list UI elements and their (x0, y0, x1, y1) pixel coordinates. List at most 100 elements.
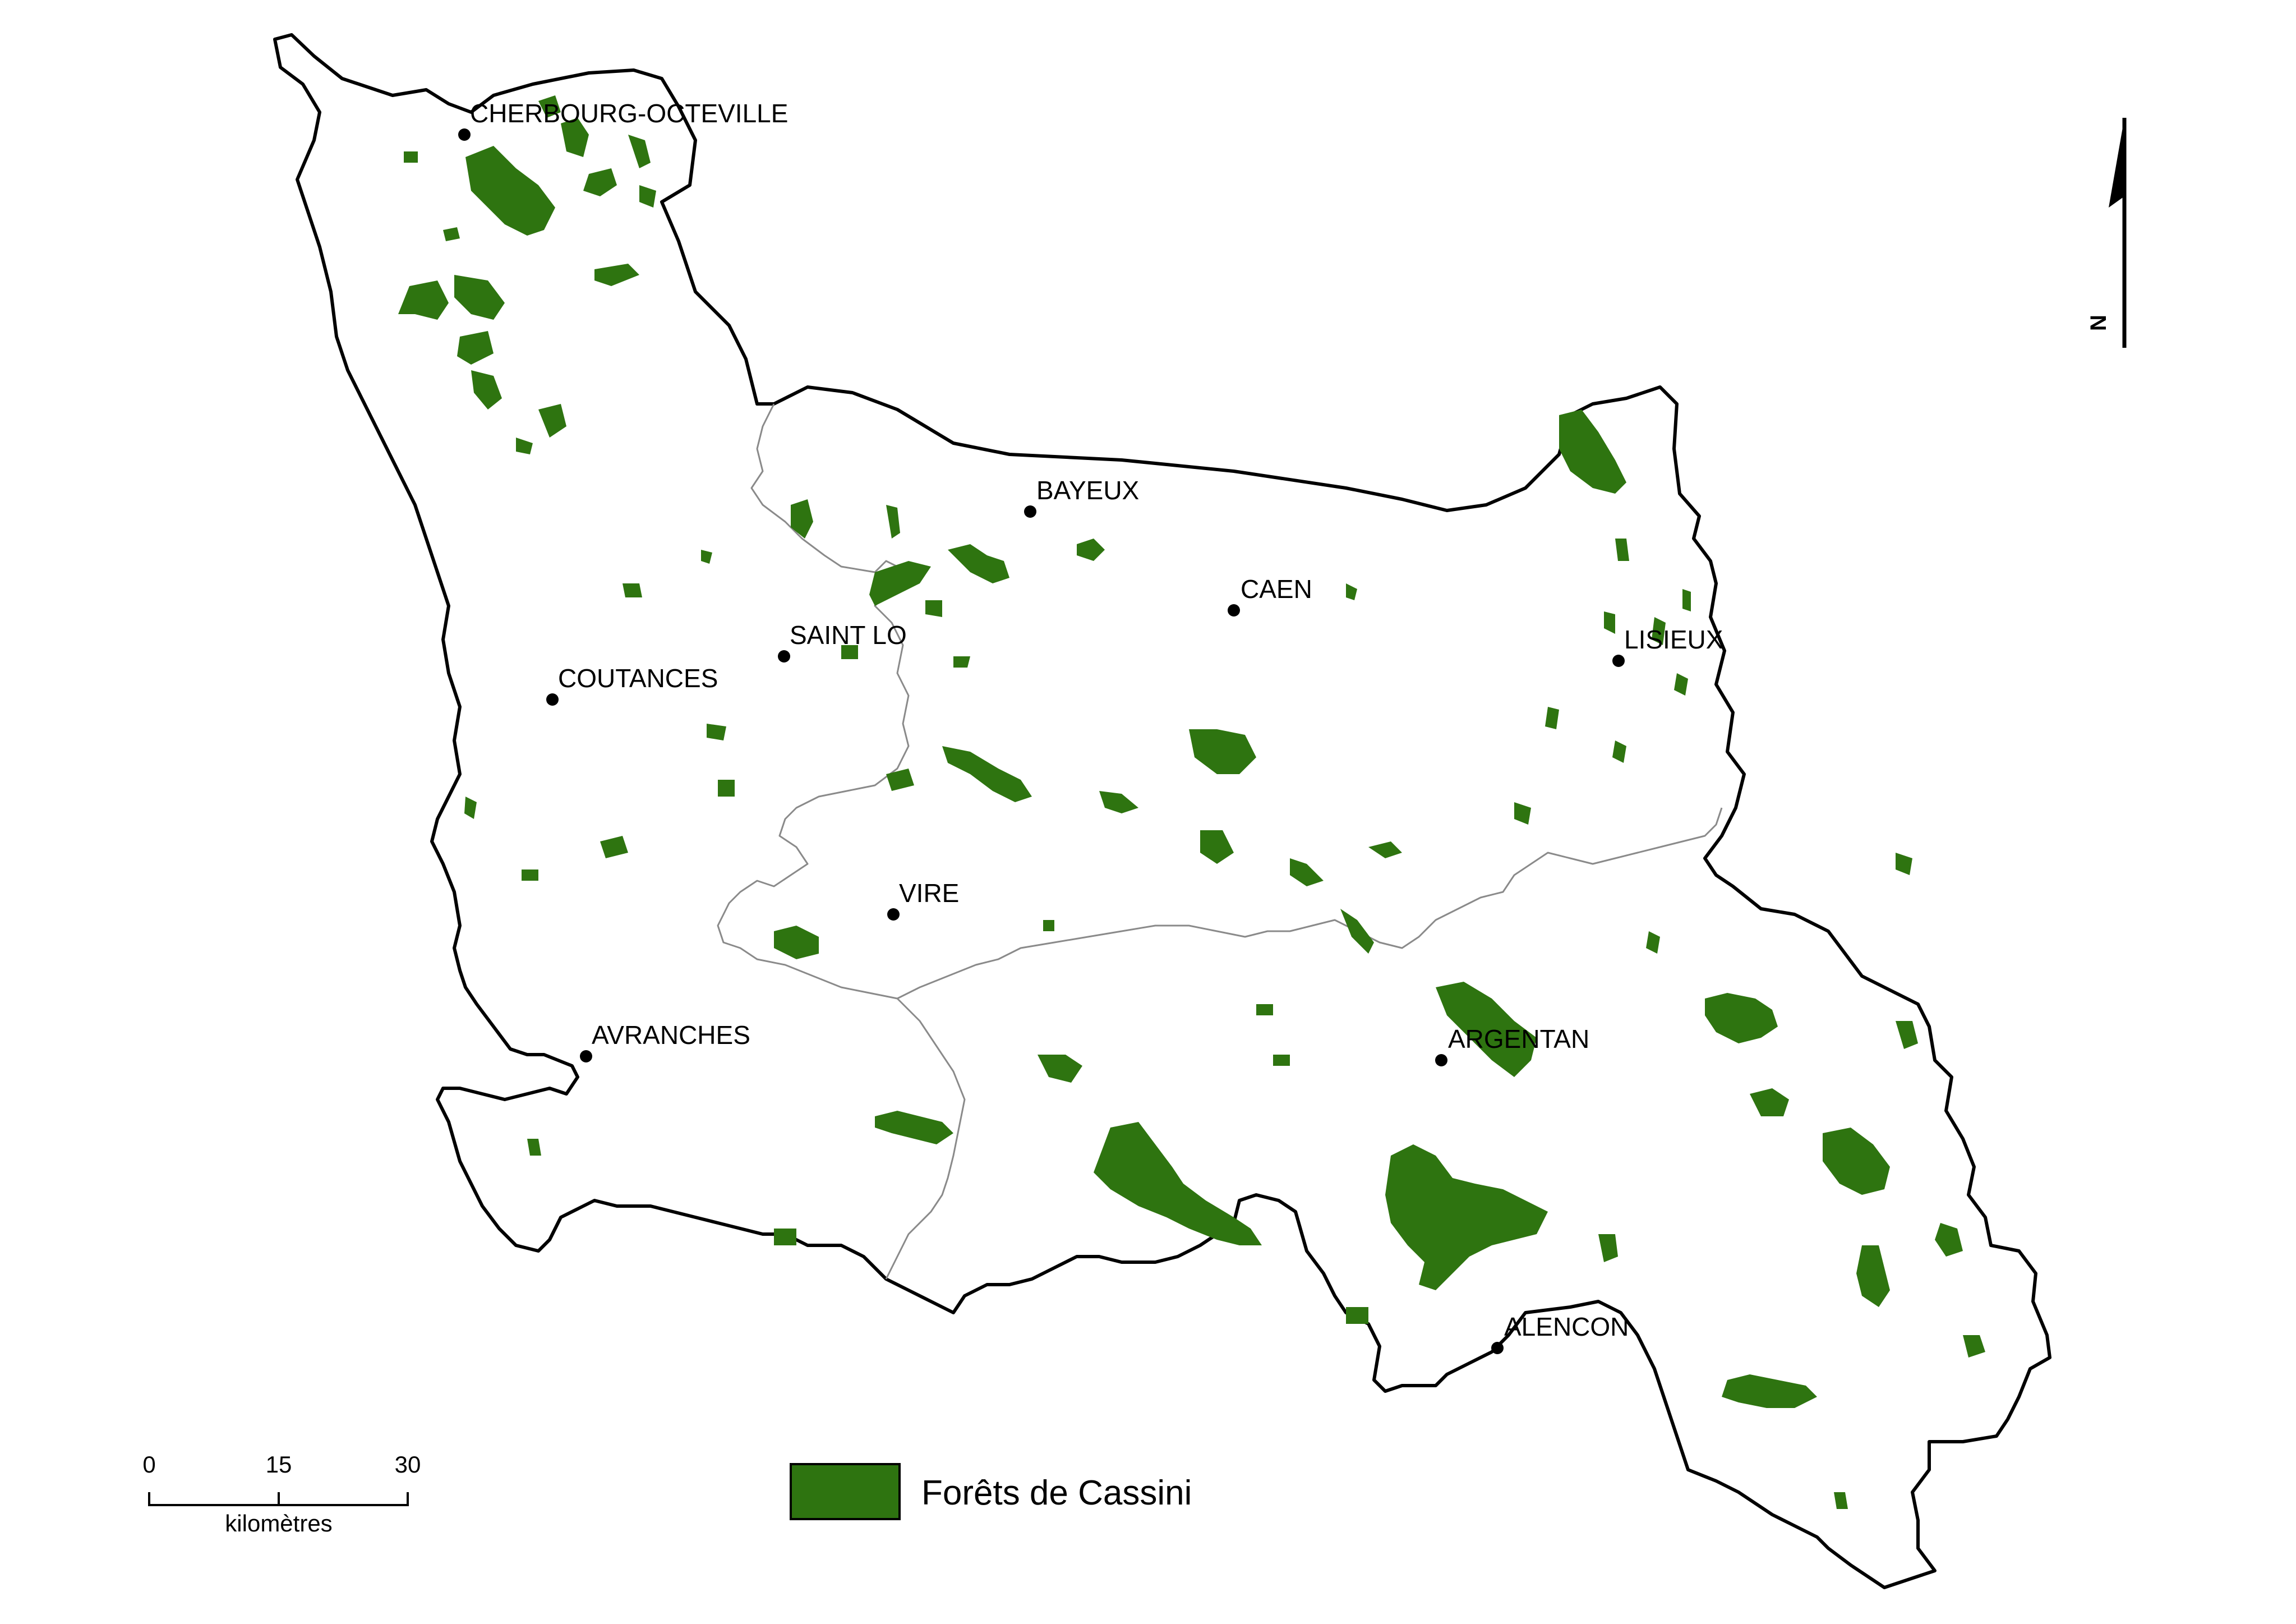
city-label: BAYEUX (1036, 476, 1139, 505)
forest-patch (594, 264, 639, 286)
forest-patch (538, 404, 566, 438)
legend: Forêts de Cassini (790, 1463, 1192, 1520)
forest-patch (516, 438, 533, 454)
forest-patch (404, 151, 418, 163)
forest-patch (953, 656, 970, 668)
city-marker (1435, 1054, 1447, 1066)
forest-patch (1750, 1088, 1789, 1116)
forest-patch (1604, 611, 1615, 634)
city-coutances: COUTANCES (546, 664, 718, 706)
city-marker (580, 1050, 592, 1062)
forest-patch (774, 1229, 796, 1245)
city-label: ALENCON (1504, 1312, 1629, 1341)
city-marker (778, 650, 790, 663)
city-label: LISIEUX (1624, 625, 1723, 654)
department-border-calvados-orne (897, 807, 1723, 1000)
forest-patch (1200, 830, 1234, 864)
forest-patch (1340, 909, 1374, 954)
forest-patch (925, 600, 942, 617)
forest-patch (1559, 410, 1626, 494)
forest-patch (718, 780, 735, 797)
forest-patch (1385, 1144, 1548, 1290)
city-marker (1612, 655, 1625, 667)
forest-patch (639, 185, 656, 208)
legend-label-forest: Forêts de Cassini (921, 1474, 1192, 1512)
forest-patch (443, 227, 460, 241)
forest-patch (1099, 791, 1138, 813)
forest-patch (538, 95, 561, 118)
forest-patch (1963, 1335, 1985, 1358)
city-vire: VIRE (887, 878, 959, 921)
forest-patch (1077, 539, 1105, 561)
forest-patch (791, 499, 813, 539)
forest-layer (398, 95, 1985, 1509)
forest-patch (1368, 841, 1402, 858)
forest-patch (886, 505, 900, 539)
city-marker (458, 128, 471, 141)
forest-patch (1290, 858, 1324, 886)
city-label: VIRE (899, 878, 959, 908)
scale-tick-0: 0 (142, 1451, 155, 1478)
city-caen: CAEN (1228, 574, 1312, 617)
city-label: AVRANCHES (592, 1020, 750, 1050)
city-bayeux: BAYEUX (1024, 476, 1139, 518)
forest-patch (398, 280, 449, 320)
city-label: ARGENTAN (1448, 1024, 1589, 1053)
forest-patch (454, 275, 505, 320)
north-label: N (2086, 315, 2111, 331)
city-label: SAINT LO (790, 620, 907, 650)
forest-patch (1615, 539, 1629, 561)
forest-patch (1436, 982, 1537, 1077)
forest-patch (1094, 1122, 1262, 1245)
city-cherbourg: CHERBOURG-OCTEVILLE (458, 99, 788, 141)
forest-patch (1038, 1055, 1082, 1083)
city-alencon: ALENCON (1491, 1312, 1629, 1354)
scale-tick-15: 15 (266, 1451, 292, 1478)
scale-unit-label: kilomètres (225, 1510, 332, 1536)
forest-patch (1646, 931, 1660, 954)
forest-patch (522, 869, 538, 881)
city-avranches: AVRANCHES (580, 1020, 750, 1062)
forest-patch (457, 331, 494, 365)
city-label: COUTANCES (558, 664, 718, 693)
forest-patch (1273, 1055, 1290, 1066)
forest-patch (623, 583, 642, 597)
forest-patch (1856, 1245, 1890, 1307)
scale-bar: 0 15 30 kilomètres (142, 1451, 421, 1536)
city-saint-lo: SAINT LO (778, 620, 907, 663)
north-arrow-icon: N (2086, 118, 2127, 348)
department-border-manche-calvados (717, 403, 966, 1280)
forest-patch (1823, 1128, 1890, 1195)
city-marker (1491, 1342, 1504, 1354)
city-label: CHERBOURG-OCTEVILLE (470, 99, 788, 128)
forest-patch (628, 135, 651, 168)
forest-patch (1256, 1004, 1273, 1015)
forest-patch (1834, 1492, 1848, 1509)
forest-patch (561, 118, 589, 157)
city-marker (546, 693, 559, 706)
forest-patch (1935, 1223, 1963, 1257)
forest-patch (1545, 707, 1559, 729)
forest-patch (583, 168, 617, 196)
scale-tick-30: 30 (395, 1451, 421, 1478)
forest-patch (1896, 1021, 1918, 1049)
forest-patch (1189, 729, 1256, 774)
forest-patch (841, 645, 858, 659)
forest-patch (600, 836, 628, 858)
city-label: CAEN (1241, 574, 1312, 604)
forest-patch (1346, 583, 1357, 600)
forest-patch (707, 724, 726, 740)
forest-patch (1043, 920, 1054, 931)
forest-patch (1598, 1234, 1618, 1262)
forest-patch (1682, 589, 1691, 611)
forest-patch (1722, 1374, 1817, 1408)
forest-patch (1705, 993, 1778, 1043)
forest-patch (464, 797, 477, 819)
city-marker (1228, 604, 1240, 617)
region-outline (273, 33, 2051, 1589)
legend-swatch-forest (790, 1463, 901, 1520)
forest-patch (869, 561, 931, 606)
forest-patch (875, 1111, 953, 1144)
forest-patch (1612, 740, 1626, 763)
